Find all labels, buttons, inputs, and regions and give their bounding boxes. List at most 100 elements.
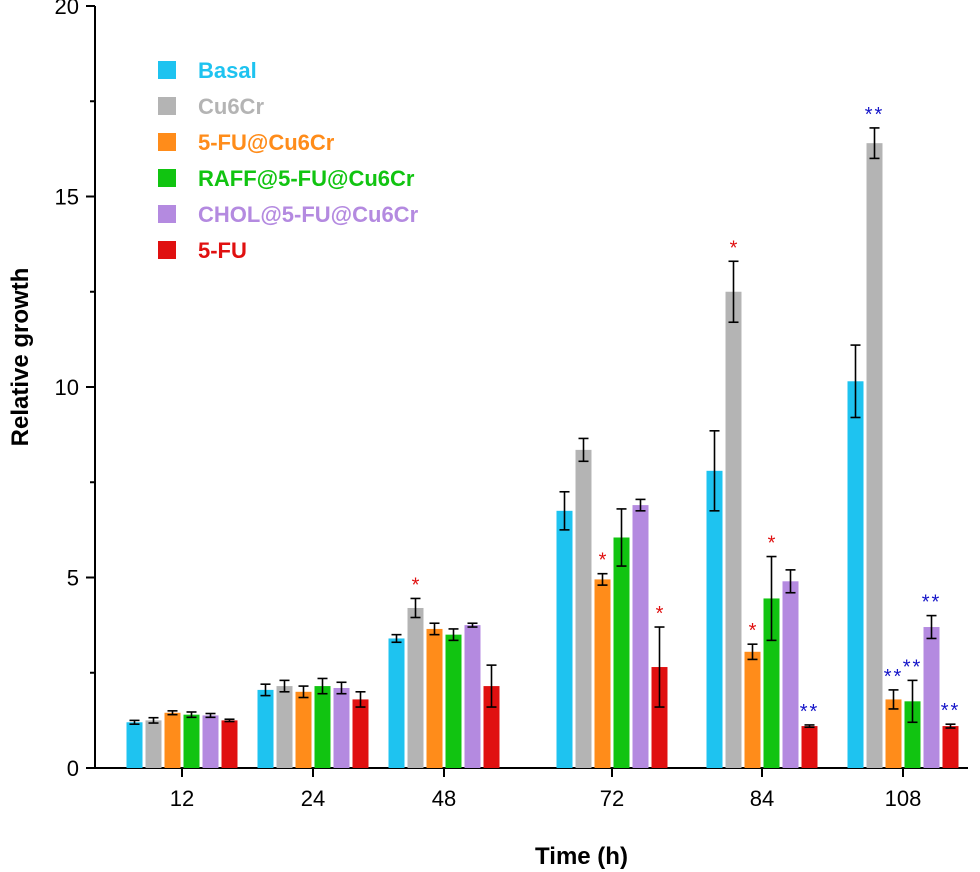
bar	[885, 699, 902, 768]
bar	[725, 291, 742, 768]
legend-label: 5-FU	[198, 238, 247, 263]
y-tick-label: 15	[55, 185, 79, 210]
error-bar	[355, 690, 366, 708]
error-bar	[766, 555, 777, 642]
error-bar	[167, 710, 178, 716]
bar	[923, 627, 940, 768]
significance-marker: *	[599, 550, 607, 572]
bar	[295, 691, 312, 768]
significance-marker: **	[884, 666, 904, 688]
error-bar	[486, 664, 497, 708]
bar	[651, 667, 668, 768]
significance-marker: *	[412, 574, 420, 596]
legend-item: 5-FU@Cu6Cr	[158, 130, 335, 155]
bar	[407, 607, 424, 768]
bar	[352, 699, 369, 768]
legend: Basal Cu6Cr 5-FU@Cu6Cr RAFF@5-FU@Cu6Cr CHOL@…	[158, 58, 419, 263]
bar	[388, 638, 405, 768]
error-bar	[945, 723, 956, 729]
bar	[257, 689, 274, 768]
error-bar	[317, 677, 328, 695]
bars: **************** **	[126, 104, 961, 768]
error-bar	[785, 569, 796, 594]
bar	[202, 715, 219, 768]
y-tick-label: 20	[55, 0, 79, 19]
error-bar	[907, 679, 918, 724]
error-bar	[224, 718, 235, 723]
error-bar	[467, 622, 478, 628]
bar	[464, 625, 481, 768]
error-bar	[850, 344, 861, 419]
error-bar	[654, 626, 665, 708]
error-bar	[129, 719, 140, 725]
x-axis-title: Time (h)	[535, 843, 628, 870]
error-bar	[559, 490, 570, 531]
bar	[221, 720, 238, 768]
error-bar	[148, 716, 159, 724]
y-axis-title: Relative growth	[7, 268, 34, 447]
error-bar	[728, 260, 739, 324]
legend-label: 5-FU@Cu6Cr	[198, 130, 335, 155]
bar	[445, 634, 462, 768]
bar	[126, 722, 143, 768]
bar	[632, 505, 649, 768]
error-bar	[709, 430, 720, 512]
error-bar	[597, 572, 608, 586]
legend-swatch	[158, 133, 176, 151]
bar	[782, 581, 799, 768]
legend-swatch	[158, 205, 176, 223]
x-tick-label: 24	[301, 786, 325, 811]
bar	[801, 726, 818, 768]
legend-item: 5-FU	[158, 238, 247, 263]
x-tick-label: 108	[885, 786, 922, 811]
legend-label: Basal	[198, 58, 257, 83]
error-bar	[869, 127, 880, 160]
error-bar	[410, 597, 421, 619]
error-bar	[205, 712, 216, 719]
bar	[594, 579, 611, 768]
legend-swatch	[158, 241, 176, 259]
significance-marker: *	[749, 620, 757, 642]
y-tick-label: 0	[67, 756, 79, 781]
significance-marker: **	[903, 656, 923, 678]
legend-item: Basal	[158, 58, 257, 83]
bar	[904, 701, 921, 768]
legend-label: CHOL@5-FU@Cu6Cr	[198, 202, 419, 227]
legend-item: CHOL@5-FU@Cu6Cr	[158, 202, 419, 227]
bar	[333, 687, 350, 768]
error-bar	[747, 643, 758, 661]
significance-marker: **	[800, 701, 820, 723]
bar	[314, 686, 331, 768]
error-bar	[279, 679, 290, 693]
significance-marker: **	[865, 104, 885, 126]
x-ticks: 12 24 48 72 84 108	[170, 768, 922, 811]
bar	[556, 510, 573, 768]
error-bar	[391, 633, 402, 644]
bar	[164, 712, 181, 768]
bar	[276, 686, 293, 768]
legend-item: Cu6Cr	[158, 94, 264, 119]
error-bar	[888, 689, 899, 710]
bar	[706, 470, 723, 768]
significance-marker: **	[941, 700, 961, 722]
bar	[942, 726, 959, 768]
significance-marker: *	[730, 237, 738, 259]
error-bar	[448, 628, 459, 642]
bar	[183, 714, 200, 768]
error-bar	[336, 681, 347, 695]
x-tick-label: 72	[600, 786, 624, 811]
x-tick-label: 48	[432, 786, 456, 811]
legend-label: Cu6Cr	[198, 94, 264, 119]
bar	[575, 449, 592, 768]
significance-marker: *	[656, 603, 664, 625]
axes	[94, 6, 968, 769]
error-bar	[260, 683, 271, 697]
significance-marker: **	[922, 592, 942, 614]
x-tick-label: 12	[170, 786, 194, 811]
y-ticks: 0 5 10 15 20	[55, 0, 95, 781]
legend-swatch	[158, 61, 176, 79]
legend-swatch	[158, 97, 176, 115]
error-bar	[578, 437, 589, 463]
error-bar	[429, 622, 440, 636]
